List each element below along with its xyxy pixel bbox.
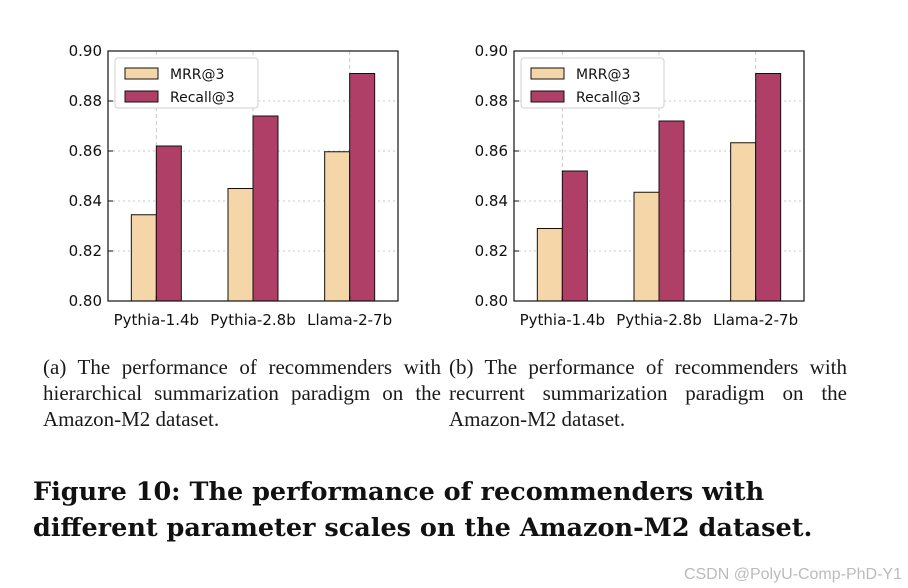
subcaption-b: (b) The performance of recommenders with… [449,355,847,431]
y-tick-label: 0.90 [69,42,102,60]
y-tick-label: 0.90 [475,42,508,60]
x-tick-label: Pythia-1.4b [114,311,199,329]
bar-mrr-3-2 [730,142,757,302]
bar-mrr-3-1 [633,191,660,302]
plot-frame [107,50,399,302]
bar-mrr-3-0 [536,228,563,302]
bar-mrr-3-2 [324,151,351,302]
x-tick-label: Llama-2-7b [307,311,392,329]
plot-frame [513,50,805,302]
y-tick-label: 0.82 [475,242,508,260]
legend-swatch [530,90,565,103]
y-tick-label: 0.88 [475,92,508,110]
legend-swatch [530,67,565,80]
y-tick-label: 0.86 [69,142,102,160]
figure-caption: Figure 10: The performance of recommende… [33,477,813,543]
bar-recall-3-2 [755,73,782,302]
bar-recall-3-0 [155,145,182,302]
bar-recall-3-1 [658,120,685,302]
legend-swatch [124,90,159,103]
subcaption-a: (a) The performance of recommenders with… [43,355,441,431]
bar-mrr-3-1 [227,188,254,302]
x-tick-label: Pythia-2.8b [210,311,295,329]
chart-b-svg: 0.80 0.82 0.84 0.86 0.88 0.90 Pythia-1.4b Pythi… [475,42,805,329]
y-tick-label: 0.80 [475,292,508,310]
bar-recall-3-1 [252,115,279,302]
bar-recall-3-2 [349,73,376,302]
chart-a-svg: 0.80 0.82 0.84 0.86 0.88 0.90 Pythia-1.4b Pythi… [69,42,399,329]
legend-label: Recall@3 [170,90,235,106]
bar-mrr-3-0 [130,214,157,302]
bar-recall-3-0 [561,170,588,302]
legend-label: Recall@3 [576,90,641,106]
y-tick-label: 0.88 [69,92,102,110]
chart-b: 0.80 0.82 0.84 0.86 0.88 0.90 Pythia-1.4b Pythi… [416,30,836,340]
legend-label: MRR@3 [170,67,224,83]
chart-a: 0.80 0.82 0.84 0.86 0.88 0.90 Pythia-1.4b Pythi… [10,30,430,340]
legend-swatch [124,67,159,80]
y-tick-label: 0.84 [69,192,102,210]
y-tick-label: 0.86 [475,142,508,160]
x-tick-label: Pythia-1.4b [520,311,605,329]
x-tick-label: Pythia-2.8b [616,311,701,329]
y-tick-label: 0.80 [69,292,102,310]
x-tick-label: Llama-2-7b [713,311,798,329]
y-tick-label: 0.82 [69,242,102,260]
legend-label: MRR@3 [576,67,630,83]
watermark: CSDN @PolyU-Comp-PhD-Y1 [683,566,902,583]
y-tick-label: 0.84 [475,192,508,210]
